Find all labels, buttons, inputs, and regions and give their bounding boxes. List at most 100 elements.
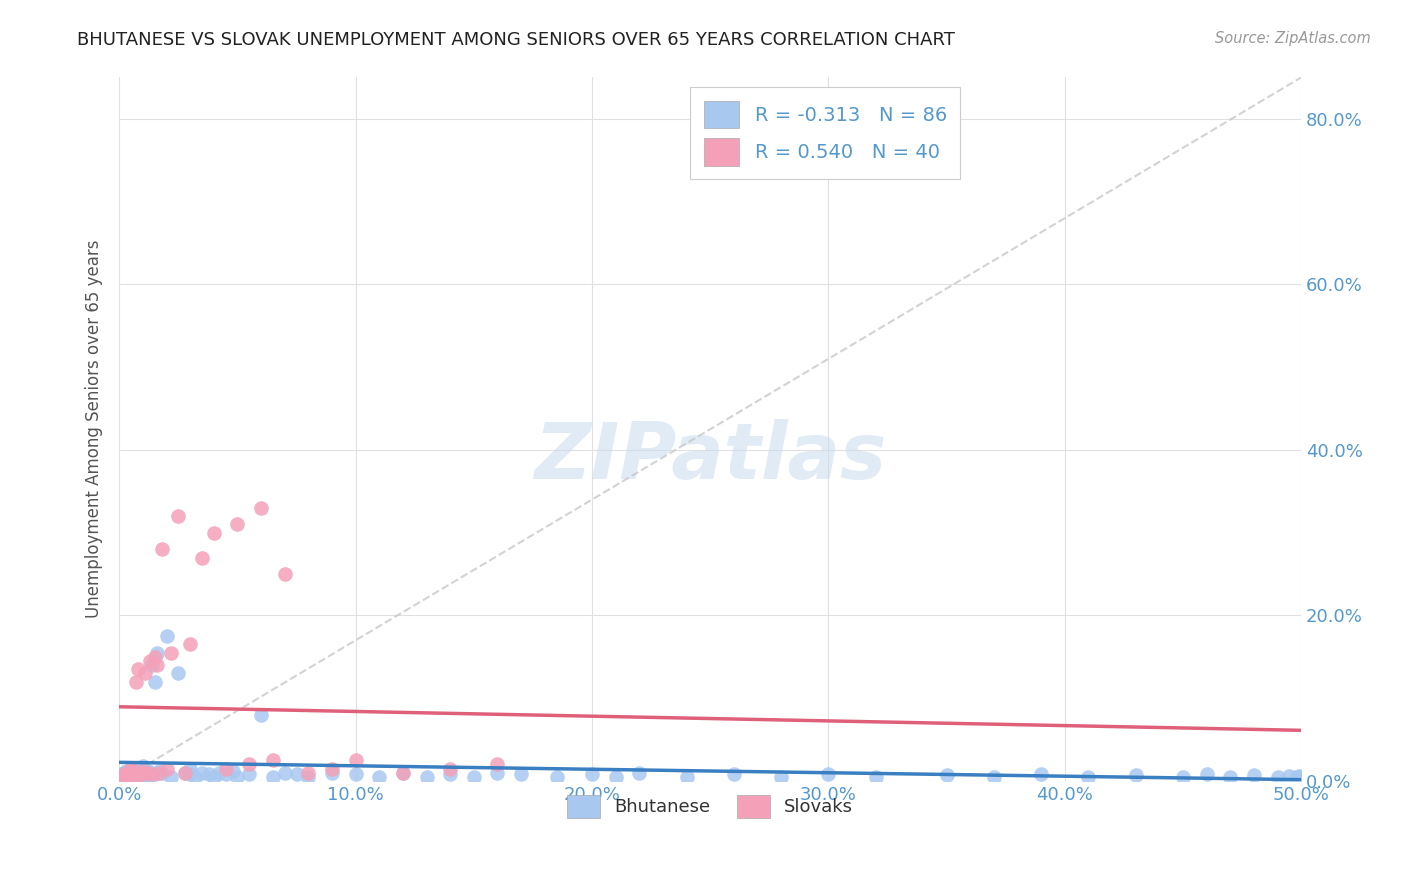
Point: [143, 649, 166, 664]
Point: [122, 764, 145, 778]
Point: [136, 770, 159, 784]
Point: [120, 762, 142, 776]
Point: [112, 770, 135, 784]
Point: [214, 762, 236, 776]
Point: [141, 658, 163, 673]
Point: [184, 770, 207, 784]
Point: [1278, 769, 1301, 783]
Point: [179, 767, 201, 781]
Point: [439, 767, 461, 781]
Point: [214, 767, 236, 781]
Point: [127, 662, 149, 676]
Point: [226, 517, 249, 532]
Point: [198, 767, 221, 781]
Point: [297, 770, 319, 784]
Point: [463, 770, 485, 784]
Point: [111, 767, 134, 781]
Point: [174, 765, 197, 780]
Point: [120, 767, 142, 781]
Point: [817, 767, 839, 781]
Point: [143, 767, 166, 781]
Point: [344, 753, 367, 767]
Point: [125, 674, 148, 689]
Point: [127, 767, 149, 781]
Point: [392, 765, 415, 780]
Point: [935, 768, 957, 782]
Point: [274, 567, 297, 582]
Point: [115, 769, 138, 783]
Point: [155, 762, 177, 776]
Point: [1029, 767, 1052, 781]
Point: [238, 757, 260, 772]
Point: [368, 770, 391, 784]
Text: Source: ZipAtlas.com: Source: ZipAtlas.com: [1215, 31, 1371, 46]
Point: [167, 666, 190, 681]
Point: [179, 637, 201, 651]
Point: [321, 762, 343, 776]
Point: [250, 707, 273, 722]
Point: [132, 764, 155, 778]
Point: [202, 525, 225, 540]
Text: BHUTANESE VS SLOVAK UNEMPLOYMENT AMONG SENIORS OVER 65 YEARS CORRELATION CHART: BHUTANESE VS SLOVAK UNEMPLOYMENT AMONG S…: [77, 31, 955, 49]
Point: [865, 770, 887, 784]
Point: [321, 765, 343, 780]
Point: [415, 770, 437, 784]
Point: [125, 770, 148, 784]
Text: ZIPatlas: ZIPatlas: [534, 419, 886, 495]
Point: [146, 646, 169, 660]
Point: [274, 765, 297, 780]
Point: [1077, 770, 1099, 784]
Point: [1267, 770, 1289, 784]
Point: [148, 765, 170, 780]
Point: [115, 765, 138, 780]
Point: [122, 764, 145, 778]
Point: [226, 770, 249, 784]
Point: [112, 765, 135, 780]
Point: [160, 646, 183, 660]
Point: [1195, 767, 1218, 781]
Point: [207, 765, 229, 780]
Point: [202, 770, 225, 784]
Point: [675, 770, 697, 784]
Point: [112, 767, 135, 781]
Point: [983, 770, 1005, 784]
Point: [160, 770, 183, 784]
Point: [129, 767, 152, 781]
Point: [120, 762, 142, 776]
Point: [150, 765, 173, 780]
Point: [1289, 770, 1312, 784]
Point: [486, 765, 509, 780]
Point: [510, 767, 533, 781]
Point: [191, 550, 214, 565]
Point: [125, 765, 148, 780]
Point: [118, 770, 141, 784]
Point: [1219, 770, 1241, 784]
Point: [250, 500, 273, 515]
Point: [132, 765, 155, 780]
Point: [1289, 770, 1312, 784]
Point: [118, 770, 141, 784]
Point: [222, 764, 245, 778]
Point: [148, 764, 170, 778]
Point: [134, 767, 156, 781]
Point: [139, 765, 162, 780]
Point: [1285, 770, 1308, 784]
Point: [1289, 770, 1312, 784]
Point: [134, 666, 156, 681]
Point: [141, 767, 163, 781]
Point: [132, 759, 155, 773]
Point: [723, 767, 745, 781]
Point: [1243, 768, 1265, 782]
Point: [120, 770, 142, 784]
Point: [628, 765, 651, 780]
Point: [125, 770, 148, 784]
Point: [605, 770, 627, 784]
Point: [146, 658, 169, 673]
Point: [392, 765, 415, 780]
Point: [132, 770, 155, 784]
Point: [262, 770, 284, 784]
Point: [150, 542, 173, 557]
Point: [129, 764, 152, 778]
Point: [118, 767, 141, 781]
Point: [297, 765, 319, 780]
